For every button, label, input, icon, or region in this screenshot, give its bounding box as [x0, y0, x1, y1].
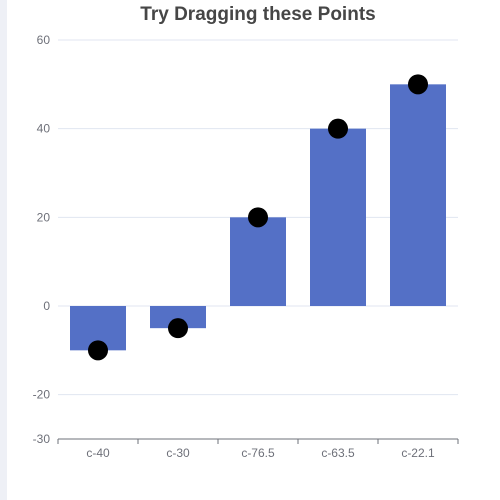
draggable-point[interactable]	[328, 118, 348, 139]
y-tick-label: -20	[33, 388, 51, 402]
x-tick-label: c-22.1	[401, 446, 435, 460]
y-tick-label: 60	[37, 33, 51, 47]
x-tick-label: c-40	[86, 446, 110, 460]
draggable-points[interactable]	[88, 74, 428, 361]
x-tick-label: c-76.5	[241, 446, 275, 460]
y-tick-label: 40	[37, 122, 51, 136]
draggable-point[interactable]	[168, 318, 188, 339]
draggable-point[interactable]	[408, 74, 428, 95]
draggable-point[interactable]	[248, 207, 268, 228]
y-axis-ticks: -30 -20 0 20 40 60	[33, 33, 51, 446]
bar	[310, 128, 366, 306]
bars	[70, 84, 446, 351]
bar	[390, 84, 446, 306]
left-panel-strip	[0, 0, 7, 500]
y-tick-label: 0	[43, 299, 50, 313]
x-axis	[57, 438, 459, 444]
x-tick-label: c-30	[166, 446, 190, 460]
x-axis-ticks: c-40 c-30 c-76.5 c-63.5 c-22.1	[86, 446, 435, 460]
draggable-point[interactable]	[88, 340, 108, 361]
y-tick-label: -30	[33, 432, 51, 446]
y-tick-label: 20	[37, 210, 51, 224]
x-tick-label: c-63.5	[321, 446, 355, 460]
bar	[150, 306, 206, 329]
bar	[230, 217, 286, 306]
chart-title: Try Dragging these Points	[140, 4, 375, 25]
